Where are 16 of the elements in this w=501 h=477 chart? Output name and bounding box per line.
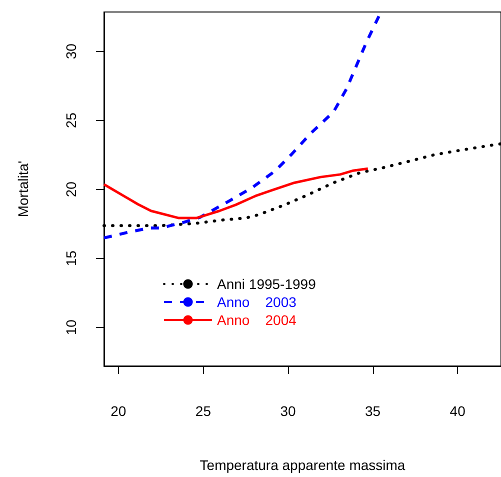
legend-label: Anno 2003 (217, 294, 297, 310)
y-tick-label: 15 (63, 250, 79, 266)
x-tick-label: 30 (280, 403, 296, 419)
x-tick-label: 35 (365, 403, 381, 419)
y-tick-label: 20 (63, 181, 79, 198)
x-axis-title: Temperatura apparente massima (200, 457, 406, 473)
y-axis-title: Mortalita' (15, 160, 31, 218)
y-tick-label: 10 (63, 319, 79, 336)
legend-label: Anno 2004 (217, 312, 297, 328)
x-tick-label: 20 (110, 403, 126, 419)
y-tick-label: 30 (63, 43, 79, 60)
x-tick-label: 40 (450, 403, 466, 419)
line-series (102, 167, 370, 220)
x-tick-label: 25 (195, 403, 212, 419)
legend-label: Anni 1995-1999 (217, 276, 316, 292)
y-tick-label: 25 (63, 112, 79, 128)
